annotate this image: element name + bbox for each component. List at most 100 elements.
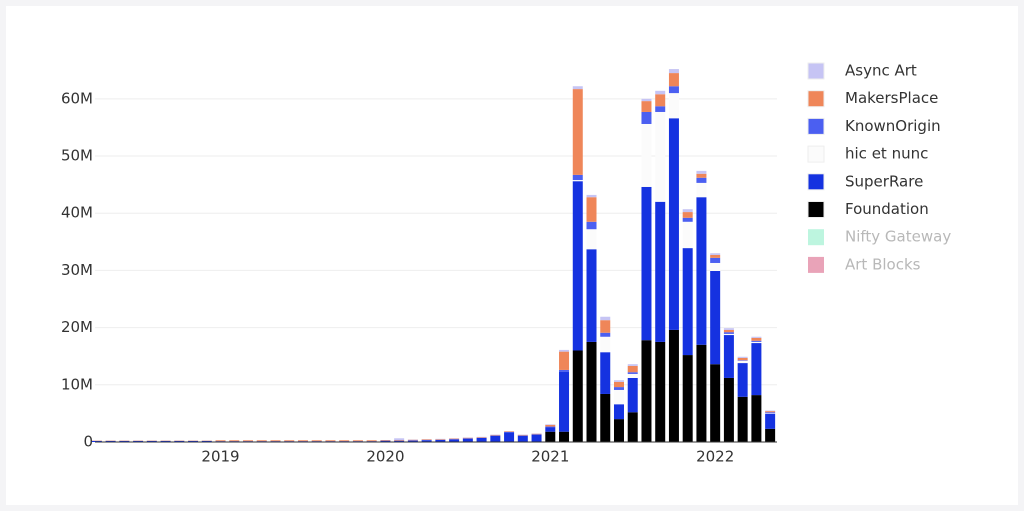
bar-segment bbox=[641, 186, 652, 341]
bar-segment bbox=[586, 249, 597, 342]
bar-segment bbox=[723, 329, 734, 333]
bar-segment bbox=[668, 86, 679, 94]
legend-swatch[interactable] bbox=[807, 117, 825, 135]
bar-segment bbox=[517, 434, 528, 436]
bar-segment bbox=[696, 177, 707, 183]
bar-segment bbox=[613, 387, 624, 390]
bar-segment bbox=[682, 212, 693, 218]
legend-label[interactable]: Foundation bbox=[845, 200, 929, 218]
bar-segment bbox=[435, 439, 446, 440]
bar-segment bbox=[641, 340, 652, 442]
bar-segment bbox=[696, 182, 707, 198]
bar-segment bbox=[751, 395, 762, 442]
bar-segment bbox=[655, 106, 666, 112]
bar-segment bbox=[627, 412, 638, 442]
y-tick-label: 40M bbox=[61, 204, 93, 222]
legend-swatch[interactable] bbox=[807, 62, 825, 80]
bar-segment bbox=[682, 355, 693, 442]
bar-segment bbox=[655, 111, 666, 202]
bar-segment bbox=[668, 93, 679, 119]
bar-segment bbox=[613, 380, 624, 382]
bar-segment bbox=[696, 170, 707, 174]
bar-segment bbox=[668, 118, 679, 330]
bar-segment bbox=[751, 337, 762, 341]
bar-segment bbox=[737, 363, 748, 397]
bar-segment bbox=[696, 344, 707, 442]
bar-segment bbox=[655, 201, 666, 342]
bar-segment bbox=[394, 438, 405, 440]
legend-swatch[interactable] bbox=[807, 90, 825, 108]
bar-segment bbox=[586, 197, 597, 222]
bar-segment bbox=[751, 336, 762, 338]
bar-segment bbox=[572, 181, 583, 351]
y-tick-label: 20M bbox=[61, 318, 93, 336]
bar-segment bbox=[105, 440, 116, 442]
bar-segment bbox=[627, 365, 638, 373]
bar-segment bbox=[270, 440, 281, 442]
legend-swatch[interactable] bbox=[807, 201, 825, 218]
bar-segment bbox=[215, 440, 226, 442]
bar-segment bbox=[531, 434, 542, 442]
bar-segment bbox=[572, 89, 583, 175]
bar-segment bbox=[613, 419, 624, 442]
y-tick-label: 60M bbox=[61, 89, 93, 107]
bar-segment bbox=[572, 86, 583, 90]
bar-segment bbox=[572, 174, 583, 181]
bar-segment bbox=[586, 341, 597, 442]
bar-segment bbox=[655, 90, 666, 95]
bar-segment bbox=[765, 413, 776, 414]
bar-segment bbox=[723, 332, 734, 334]
bar-segment bbox=[710, 254, 721, 258]
bar-segment bbox=[572, 180, 583, 182]
bar-segment bbox=[627, 364, 638, 366]
bar-segment bbox=[133, 440, 144, 442]
bar-segment bbox=[407, 439, 418, 441]
bar-segment bbox=[723, 333, 734, 336]
bar-segment bbox=[188, 440, 199, 442]
bar-segment bbox=[682, 217, 693, 222]
bar-segment bbox=[641, 101, 652, 112]
legend-label[interactable]: SuperRare bbox=[845, 172, 923, 190]
legend-swatch[interactable] bbox=[808, 229, 824, 246]
bar-segment bbox=[737, 356, 748, 358]
bar-segment bbox=[449, 438, 460, 440]
legend-label[interactable]: Async Art bbox=[845, 62, 917, 80]
legend-label[interactable]: Nifty Gateway bbox=[845, 228, 951, 246]
legend-label[interactable]: MakersPlace bbox=[845, 89, 938, 107]
bar-segment bbox=[765, 428, 776, 442]
bar-segment bbox=[559, 371, 570, 432]
y-tick-label: 30M bbox=[61, 261, 93, 279]
bar-segment bbox=[613, 389, 624, 405]
bar-segment bbox=[490, 434, 501, 436]
bar-segment bbox=[751, 343, 762, 396]
bar-segment bbox=[380, 439, 391, 441]
y-tick-label: 0 bbox=[83, 433, 93, 451]
bar-segment bbox=[545, 424, 556, 427]
bar-segment bbox=[668, 73, 679, 87]
bar-segment bbox=[723, 335, 734, 378]
bar-segment bbox=[91, 440, 102, 442]
legend-swatch[interactable] bbox=[808, 256, 824, 273]
legend-swatch[interactable] bbox=[807, 145, 825, 163]
legend-label[interactable]: KnownOrigin bbox=[845, 117, 941, 135]
legend-swatch[interactable] bbox=[807, 173, 825, 191]
bar-segment bbox=[311, 440, 322, 442]
bar-segment bbox=[517, 435, 528, 442]
bar-segment bbox=[256, 440, 267, 442]
bar-segment bbox=[668, 329, 679, 442]
bar-segment bbox=[229, 440, 240, 442]
legend-label[interactable]: Art Blocks bbox=[845, 255, 921, 273]
bar-segment bbox=[765, 413, 776, 429]
legend-label[interactable]: hic et nunc bbox=[845, 145, 928, 163]
bar-segment bbox=[504, 431, 515, 432]
bar-segment bbox=[710, 270, 721, 365]
bar-segment bbox=[710, 262, 721, 271]
bar-segment bbox=[545, 424, 556, 425]
bar-segment bbox=[435, 439, 446, 442]
bar-segment bbox=[449, 439, 460, 442]
bar-segment bbox=[586, 229, 597, 250]
bar-segment bbox=[504, 432, 515, 442]
bar-segment bbox=[600, 316, 611, 321]
bar-segment bbox=[366, 440, 377, 442]
